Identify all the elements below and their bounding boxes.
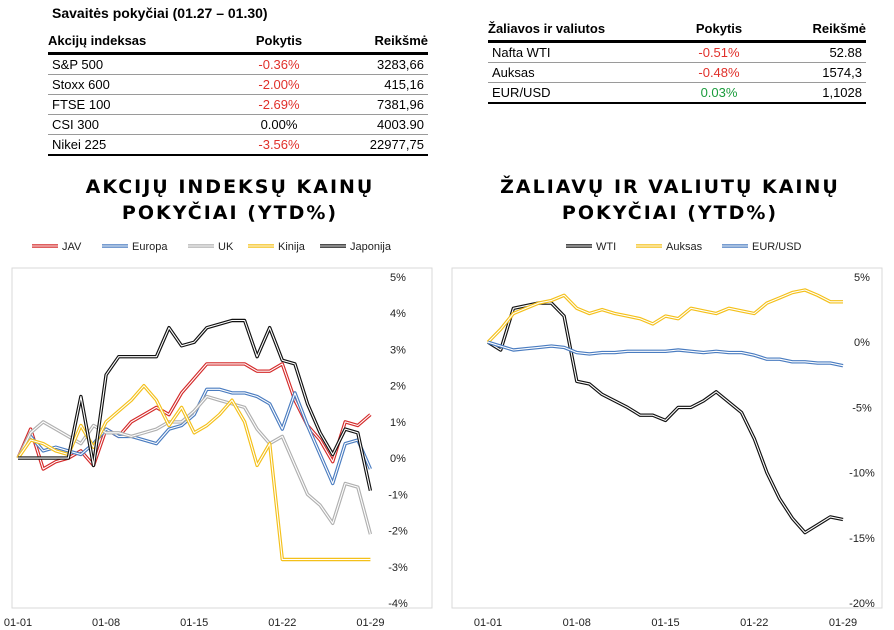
row-name: Nikei 225	[48, 134, 224, 156]
row-name: Nafta WTI	[488, 41, 664, 63]
row-change: 0.00%	[224, 114, 334, 135]
row-name: Stoxx 600	[48, 74, 224, 95]
y-tick-label: 4%	[390, 308, 406, 320]
col-header-change: Pokytis	[224, 28, 334, 55]
y-tick-label: -1%	[388, 489, 408, 501]
col-header-asset: Žaliavos ir valiutos	[488, 16, 664, 43]
series-line-kinija	[16, 384, 371, 562]
series-line-uk	[16, 394, 373, 535]
row-name: CSI 300	[48, 114, 224, 135]
legend-label: JAV	[62, 241, 82, 253]
row-name: FTSE 100	[48, 94, 224, 115]
legend-item: UK	[188, 241, 234, 253]
x-tick-label: 01-15	[180, 617, 208, 629]
series-line-wti	[487, 301, 844, 535]
series-line-japonija	[18, 318, 373, 492]
col-header-value: Reikšmė	[774, 16, 866, 43]
legend-label: Kinija	[278, 241, 306, 253]
y-tick-label: -5%	[852, 402, 872, 414]
y-tick-label: -20%	[849, 598, 875, 610]
chart-frame	[451, 267, 883, 609]
y-tick-label: 2%	[390, 381, 406, 393]
table-header-row: Akcijų indeksas Pokytis Reikšmė	[48, 28, 428, 55]
table-row: Auksas -0.48% 1574,3	[488, 62, 866, 83]
row-value: 4003.90	[334, 114, 428, 135]
table1-title: Savaitės pokyčiai (01.27 – 01.30)	[52, 5, 268, 21]
table-row: Nikei 225 -3.56% 22977,75	[48, 134, 428, 156]
legend-item: Japonija	[320, 241, 392, 253]
legend-item: Auksas	[636, 241, 703, 253]
legend-item: WTI	[566, 241, 616, 253]
col-header-value: Reikšmė	[334, 28, 428, 55]
series-line-eur-usd	[487, 340, 844, 368]
x-tick-label: 01-08	[563, 617, 591, 629]
legend-item: EUR/USD	[722, 241, 802, 253]
stock-index-table: Akcijų indeksas Pokytis Reikšmė S&P 500-…	[48, 28, 428, 156]
chart1-title: AKCIJŲ INDEKSŲ KAINŲ POKYČIAI (YTD%)	[85, 176, 375, 224]
col-header-change: Pokytis	[664, 16, 774, 43]
chart2-title: ŽALIAVŲ IR VALIUTŲ KAINŲ POKYČIAI (YTD%)	[500, 176, 840, 224]
legend-label: Auksas	[666, 241, 703, 253]
chart-1: 5% 4% 3% 2% 1% 0% -1% -2% -3% -4% 01-01 01-08 01-15 0…	[4, 241, 433, 629]
series-line-europa	[16, 387, 372, 486]
y-tick-label: 3%	[390, 344, 406, 356]
row-value: 415,16	[334, 74, 428, 95]
row-change: -0.51%	[664, 41, 774, 63]
legend-label: UK	[218, 241, 234, 253]
series-line-auksas	[486, 288, 843, 344]
row-value: 7381,96	[334, 94, 428, 115]
table-header-row: Žaliavos ir valiutos Pokytis Reikšmė	[488, 16, 866, 43]
table-row: FTSE 100 -2.69% 7381,96	[48, 94, 428, 115]
y-tick-label: -15%	[849, 533, 875, 545]
y-tick-label: 0%	[390, 453, 406, 465]
y-tick-label: -4%	[388, 598, 408, 610]
row-change: 0.03%	[664, 82, 774, 104]
legend-item: Kinija	[248, 241, 306, 253]
chart-2: 5% 0% -5% -10% -15% -20% 01-01 01-08 01-15 01-22 0…	[451, 241, 883, 629]
legend-label: EUR/USD	[752, 241, 802, 253]
table-row: Stoxx 600 -2.00% 415,16	[48, 74, 428, 95]
row-name: S&P 500	[48, 53, 224, 75]
y-tick-label: 0%	[854, 337, 870, 349]
row-name: EUR/USD	[488, 82, 664, 104]
x-tick-label: 01-01	[474, 617, 502, 629]
table-row: Nafta WTI -0.51% 52.88	[488, 41, 866, 63]
x-tick-label: 01-29	[829, 617, 857, 629]
y-tick-label: -10%	[849, 468, 875, 480]
legend-item: JAV	[32, 241, 82, 253]
legend-label: Japonija	[350, 241, 392, 253]
y-tick-label: 5%	[390, 272, 406, 284]
row-name: Auksas	[488, 62, 664, 83]
row-change: -0.48%	[664, 62, 774, 83]
commodity-currency-table: Žaliavos ir valiutos Pokytis Reikšmė Naf…	[488, 16, 866, 104]
table-row: CSI 300 0.00% 4003.90	[48, 114, 428, 135]
x-tick-label: 01-22	[268, 617, 296, 629]
table-row: S&P 500 -0.36% 3283,66	[48, 53, 428, 75]
y-tick-label: 5%	[854, 272, 870, 284]
row-change: -2.69%	[224, 94, 334, 115]
legend-item: Europa	[102, 241, 168, 253]
row-value: 3283,66	[334, 53, 428, 75]
x-tick-label: 01-15	[651, 617, 679, 629]
legend-label: WTI	[596, 241, 616, 253]
row-change: -2.00%	[224, 74, 334, 95]
y-tick-label: 1%	[390, 417, 406, 429]
x-tick-label: 01-08	[92, 617, 120, 629]
row-change: -0.36%	[224, 53, 334, 75]
chart-frame	[11, 267, 433, 609]
y-tick-label: -2%	[388, 526, 408, 538]
legend-label: Europa	[132, 241, 168, 253]
x-tick-label: 01-22	[740, 617, 768, 629]
row-change: -3.56%	[224, 134, 334, 156]
row-value: 1,1028	[774, 82, 866, 104]
y-tick-label: -3%	[388, 562, 408, 574]
x-tick-label: 01-01	[4, 617, 32, 629]
col-header-index: Akcijų indeksas	[48, 28, 224, 55]
row-value: 22977,75	[334, 134, 428, 156]
x-tick-label: 01-29	[356, 617, 384, 629]
row-value: 1574,3	[774, 62, 866, 83]
row-value: 52.88	[774, 41, 866, 63]
table-row: EUR/USD 0.03% 1,1028	[488, 82, 866, 104]
